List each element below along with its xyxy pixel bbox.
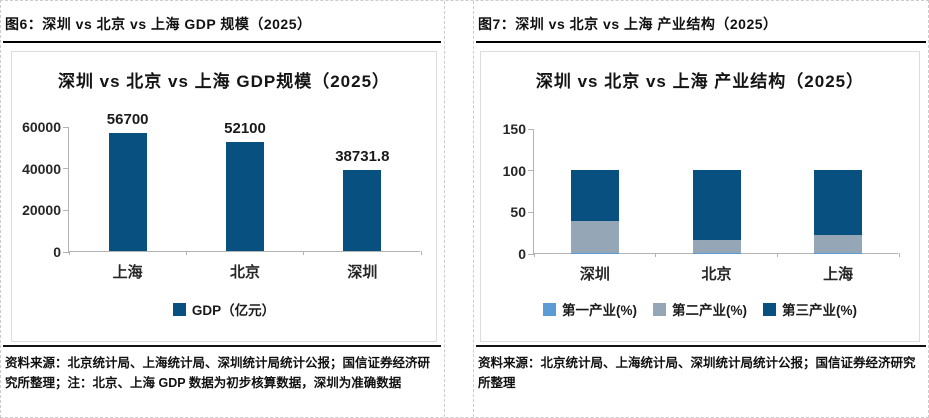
legend-item: 第一产业(%) xyxy=(543,299,637,319)
legend-item: 第二产业(%) xyxy=(653,299,747,319)
x-axis-tick xyxy=(776,253,778,257)
y-axis-tick-label: 100 xyxy=(502,162,526,179)
y-axis-tick xyxy=(528,170,534,172)
chart-legend: GDP（亿元） xyxy=(12,299,436,319)
y-axis-tick-label: 0 xyxy=(53,244,61,260)
plot-area: 0 50 100 150 深圳 北京 上海 xyxy=(503,121,900,283)
legend-swatch xyxy=(172,302,186,316)
legend-label: GDP（亿元） xyxy=(191,303,276,318)
x-axis-tick xyxy=(533,253,535,257)
y-axis-tick xyxy=(528,211,534,213)
chart-title: 深圳 vs 北京 vs 上海 GDP规模（2025） xyxy=(57,72,391,91)
legend-swatch xyxy=(543,302,556,316)
y-axis-tick-label: 60000 xyxy=(22,119,61,135)
figure-6-source-note: 资料来源：北京统计局、上海统计局、深圳统计局统计公报；国信证券经济研究所整理；注… xyxy=(3,345,441,393)
bar-value-label: 52100 xyxy=(224,120,266,138)
x-axis-category-label: 上海 xyxy=(823,266,854,283)
gdp-bar-chart: 深圳 vs 北京 vs 上海 GDP规模（2025） 0 20000 40000 60… xyxy=(11,51,437,342)
bar-segment xyxy=(692,239,741,253)
y-axis-tick xyxy=(528,253,534,255)
bar-segment xyxy=(692,169,741,240)
y-axis-tick xyxy=(63,209,69,211)
x-axis-category-label: 上海 xyxy=(112,264,143,281)
legend-label: 第三产业(%) xyxy=(782,303,857,318)
bar-segment xyxy=(814,234,863,253)
y-axis-tick xyxy=(528,128,534,130)
x-axis-tick xyxy=(898,253,900,257)
x-axis-tick xyxy=(303,251,305,255)
figure-6-caption: 图6：深圳 vs 北京 vs 上海 GDP 规模（2025） xyxy=(3,1,441,43)
figure-7-caption: 图7：深圳 vs 北京 vs 上海 产业结构（2025） xyxy=(476,1,926,43)
bar-segment xyxy=(814,169,863,235)
chart-legend: 第一产业(%) 第二产业(%) 第三产业(%) xyxy=(481,299,919,319)
figure-6-panel: 图6：深圳 vs 北京 vs 上海 GDP 规模（2025） 深圳 vs 北京 … xyxy=(1,1,444,417)
x-axis-tick xyxy=(68,251,70,255)
y-axis-tick-label: 20000 xyxy=(22,202,61,219)
x-axis-category-label: 北京 xyxy=(229,264,260,281)
bar-segment xyxy=(226,142,264,251)
plot-area: 0 20000 40000 60000 56700 上海 52100 北京 38731.8 深圳 xyxy=(22,111,422,281)
bar-segment xyxy=(343,170,382,251)
bar-segment xyxy=(570,169,619,222)
x-axis-tick xyxy=(655,253,657,257)
bar-segment xyxy=(570,221,619,253)
x-axis-category-label: 北京 xyxy=(701,266,732,283)
bar-value-label: 56700 xyxy=(106,110,149,128)
x-axis-tick xyxy=(420,251,422,255)
legend-item: GDP（亿元） xyxy=(172,299,276,319)
y-axis-tick xyxy=(63,168,69,170)
legend-swatch xyxy=(763,302,776,316)
y-axis-tick-label: 0 xyxy=(518,246,526,262)
y-axis-tick-label: 150 xyxy=(502,121,526,137)
y-axis-tick-label: 50 xyxy=(510,204,526,221)
bar-segment xyxy=(108,132,147,251)
x-axis-category-label: 深圳 xyxy=(579,266,610,283)
x-axis-category-label: 深圳 xyxy=(347,264,378,281)
y-axis-tick xyxy=(63,126,69,128)
chart-title: 深圳 vs 北京 vs 上海 产业结构（2025） xyxy=(535,72,865,91)
figure-7-panel: 图7：深圳 vs 北京 vs 上海 产业结构（2025） 深圳 vs 北京 vs… xyxy=(474,1,928,417)
legend-swatch xyxy=(653,302,666,316)
y-axis-tick-label: 40000 xyxy=(22,160,61,177)
bar-value-label: 38731.8 xyxy=(335,148,390,166)
legend-label: 第一产业(%) xyxy=(562,303,637,318)
y-axis-tick xyxy=(63,251,69,253)
panel-divider-left xyxy=(444,1,445,417)
legend-item: 第三产业(%) xyxy=(763,299,857,319)
legend-label: 第二产业(%) xyxy=(672,303,747,318)
figure-7-source-note: 资料来源：北京统计局、上海统计局、深圳统计局统计公报；国信证券经济研究所整理 xyxy=(476,345,926,393)
panel-divider-right xyxy=(473,1,474,417)
x-axis-tick xyxy=(185,251,187,255)
industry-structure-stacked-bar-chart: 深圳 vs 北京 vs 上海 产业结构（2025） 0 50 100 150 深圳 北京 上… xyxy=(480,51,920,342)
